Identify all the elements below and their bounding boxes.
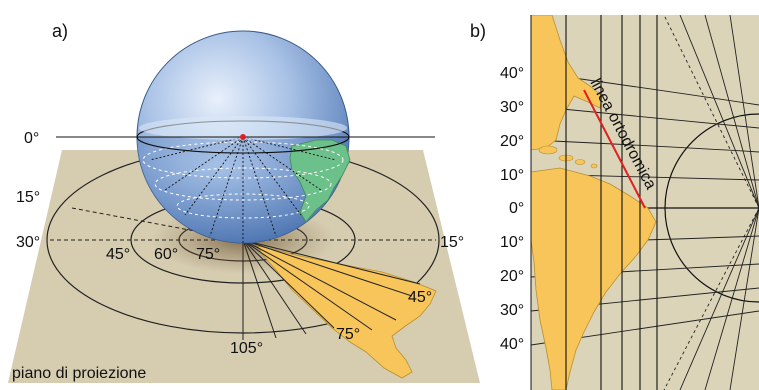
map-meridians — [679, 15, 759, 390]
label-lat-30: 30° — [16, 234, 40, 251]
label-lat-0: 0° — [24, 130, 39, 147]
label-meridian-75: 75° — [336, 326, 360, 343]
greenland — [289, 139, 351, 223]
label-b-20n: 20° — [500, 133, 524, 150]
plane-label: piano di proiezione — [12, 365, 146, 382]
label-b-30n: 30° — [500, 99, 524, 116]
label-b-30s: 30° — [500, 302, 524, 319]
islands — [538, 145, 598, 169]
panel-a: a) 0° 15° 30° 45° 60° 75° 15° 105° 75° 4… — [8, 21, 480, 383]
label-b-0: 0° — [509, 200, 524, 217]
label-b-40s: 40° — [500, 336, 524, 353]
south-america — [531, 167, 657, 390]
map-dashed-meridians — [663, 15, 759, 390]
orthodromic-route — [583, 89, 646, 209]
label-ring-60: 60° — [154, 246, 178, 263]
label-b-20s: 20° — [500, 268, 524, 285]
label-b-10s: 10° — [500, 234, 524, 251]
panel-b-label: b) — [470, 21, 486, 41]
panel-a-label: a) — [52, 21, 68, 41]
label-meridian-105: 105° — [230, 340, 263, 357]
label-ring-75: 75° — [196, 246, 220, 263]
map-verticals — [565, 15, 658, 390]
label-b-40n: 40° — [500, 65, 524, 82]
panel-b: b) — [470, 15, 759, 390]
plane-meridians — [242, 239, 421, 340]
label-b-10n: 10° — [500, 167, 524, 184]
projection-center — [240, 134, 246, 140]
label-lat-15: 15° — [16, 189, 40, 206]
label-right-15: 15° — [440, 234, 464, 251]
label-meridian-45: 45° — [408, 289, 432, 306]
label-ring-45: 45° — [106, 246, 130, 263]
